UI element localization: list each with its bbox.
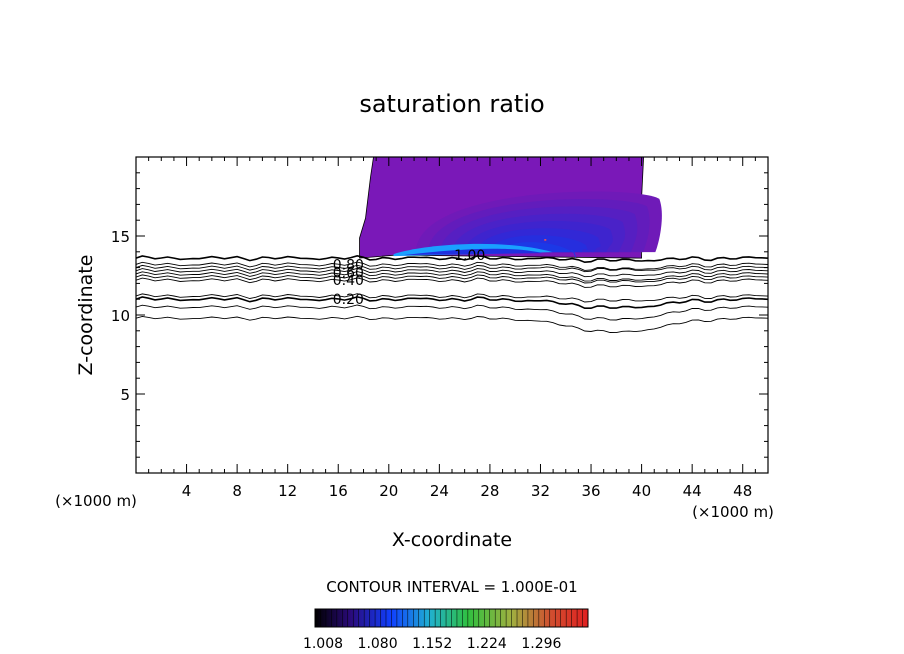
x-tick-label: 12 (278, 482, 297, 500)
x-tick-label: 32 (531, 482, 550, 500)
contour-label: 0.40 (333, 273, 364, 289)
z-axis-unit: (×1000 m) (692, 503, 774, 521)
x-tick-label: 40 (632, 482, 651, 500)
supersaturation-fill (359, 157, 662, 259)
colorbar-tick-label: 1.008 (303, 636, 343, 652)
plot-area (136, 157, 768, 334)
contour-line (136, 261, 768, 271)
x-tick-label: 24 (430, 482, 449, 500)
colorbar-tick-label: 1.080 (358, 636, 398, 652)
y-tick-label: 5 (120, 386, 130, 404)
y-axis-label: Z-coordinate (75, 255, 97, 376)
fill-band (403, 248, 543, 256)
contour-line (136, 274, 768, 284)
x-tick-label: 4 (182, 482, 192, 500)
x-tick-label: 20 (379, 482, 398, 500)
x-tick-label: 8 (232, 482, 242, 500)
contour-label: 0.20 (333, 292, 364, 308)
colorbar-tick-labels: 1.008 1.080 1.152 1.224 1.296 (303, 636, 562, 652)
colorbar-ticks (314, 609, 589, 627)
contour-labels: 0.20 0.400.600.80 1.00 (333, 248, 486, 308)
contour-interval-label: CONTOUR INTERVAL = 1.000E-01 (326, 578, 577, 596)
x-axis-label: X-coordinate (392, 529, 512, 551)
contour-line (136, 315, 768, 334)
contour-line (136, 254, 768, 264)
contour-line (136, 267, 768, 278)
x-axis-unit: (×1000 m) (55, 492, 137, 510)
chart-title: saturation ratio (359, 90, 544, 118)
colorbar-tick-label: 1.224 (467, 636, 507, 652)
x-tick-label: 44 (683, 482, 702, 500)
contour-line (136, 293, 768, 303)
x-tick-label: 36 (581, 482, 600, 500)
contour-label: 0.80 (333, 257, 364, 273)
contour-lines (136, 254, 768, 334)
contour-line (136, 271, 768, 282)
contour-line (136, 264, 768, 273)
axis-ticks (136, 157, 768, 473)
contour-label: 1.00 (454, 248, 485, 264)
contour-line (136, 277, 768, 288)
y-tick-label: 15 (111, 228, 130, 246)
x-tick-label: 16 (329, 482, 348, 500)
contour-line (136, 296, 768, 309)
y-tick-label: 10 (111, 307, 130, 325)
fill-peak-spot (544, 239, 547, 241)
contour-line (136, 304, 768, 321)
colorbar-tick-label: 1.152 (412, 636, 452, 652)
x-tick-label: 28 (480, 482, 499, 500)
contour-label: 0.60 (333, 265, 364, 281)
x-tick-label: 48 (733, 482, 752, 500)
colorbar-tick-label: 1.296 (521, 636, 561, 652)
